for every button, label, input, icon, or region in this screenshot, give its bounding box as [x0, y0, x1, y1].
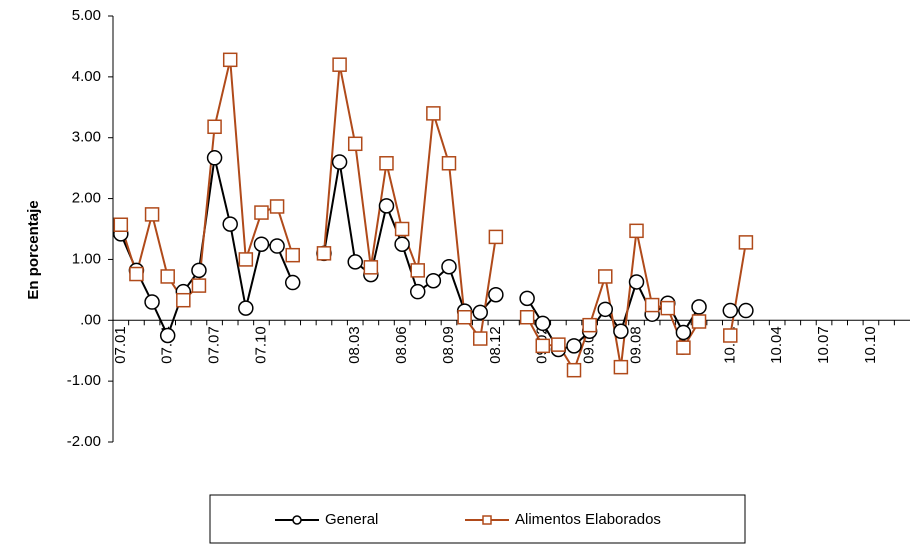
- point: [628, 274, 645, 290]
- point: [660, 300, 676, 316]
- point: [566, 362, 582, 378]
- y-tick-label: -1.00: [67, 372, 101, 389]
- x-tick-label: 08.09: [440, 326, 457, 364]
- point: [519, 290, 535, 307]
- point: [394, 221, 410, 237]
- x-tick-label: 10.07: [815, 326, 832, 364]
- point: [488, 229, 504, 245]
- point: [254, 205, 269, 220]
- point: [191, 278, 207, 293]
- point: [566, 338, 582, 354]
- point: [191, 262, 207, 279]
- point: [331, 154, 348, 170]
- point: [160, 269, 175, 284]
- point: [144, 207, 160, 222]
- point: [598, 269, 613, 284]
- point: [613, 359, 629, 375]
- point: [691, 314, 707, 329]
- point: [551, 337, 566, 352]
- point: [441, 258, 457, 275]
- point: [457, 309, 472, 325]
- point: [113, 217, 129, 232]
- y-tick-label: 5.00: [72, 7, 101, 24]
- point: [363, 260, 379, 275]
- point: [159, 327, 176, 344]
- point: [378, 198, 395, 214]
- x-tick-label: 09.08: [627, 326, 644, 364]
- point: [472, 304, 488, 321]
- x-tick-label: 10.10: [862, 326, 879, 364]
- point: [394, 236, 410, 252]
- point: [379, 156, 394, 171]
- point: [269, 238, 285, 254]
- x-tick-label: 08.06: [393, 326, 410, 364]
- legend-marker: [292, 515, 302, 525]
- point: [332, 57, 347, 72]
- point: [269, 199, 285, 214]
- point: [519, 309, 535, 325]
- legend-marker: [482, 515, 492, 525]
- point: [176, 292, 191, 308]
- point: [347, 254, 363, 270]
- point: [253, 236, 270, 252]
- point: [722, 302, 739, 319]
- point: [644, 297, 660, 313]
- point: [535, 338, 551, 354]
- point: [144, 294, 160, 310]
- y-tick-label: 4.00: [72, 68, 101, 85]
- y-axis-label: En porcentaje: [25, 200, 42, 299]
- point: [129, 266, 144, 282]
- legend-label: General: [325, 511, 378, 528]
- point: [597, 301, 614, 318]
- point: [535, 315, 551, 332]
- point: [222, 52, 238, 68]
- point: [738, 235, 754, 250]
- x-tick-label: 07.01: [112, 326, 129, 364]
- point: [691, 299, 707, 315]
- y-tick-label: 2.00: [72, 190, 101, 207]
- x-tick-label: 08.03: [346, 326, 363, 364]
- x-tick-label: 07.07: [206, 326, 223, 364]
- x-tick-label: 07.10: [252, 326, 269, 364]
- point: [488, 286, 504, 303]
- point: [284, 274, 301, 291]
- point: [472, 331, 488, 346]
- point: [723, 328, 738, 343]
- legend-label: Alimentos Elaborados: [515, 511, 661, 528]
- point: [629, 223, 644, 239]
- y-tick-label: 1.00: [72, 250, 101, 267]
- series-line: [119, 59, 747, 373]
- point: [676, 340, 691, 355]
- point: [238, 300, 254, 316]
- point: [426, 106, 441, 121]
- x-tick-label: 08.12: [487, 326, 504, 364]
- point: [441, 156, 457, 171]
- y-tick-label: .00: [80, 311, 101, 328]
- point: [222, 216, 238, 232]
- point: [410, 263, 425, 278]
- point: [285, 247, 300, 263]
- point: [613, 323, 629, 339]
- y-tick-label: -2.00: [67, 433, 101, 450]
- point: [738, 302, 754, 319]
- point: [238, 252, 254, 267]
- y-tick-label: 3.00: [72, 129, 101, 146]
- point: [206, 150, 223, 166]
- point: [409, 283, 426, 300]
- point: [582, 317, 597, 333]
- point: [425, 272, 442, 289]
- point: [347, 136, 363, 152]
- point: [207, 119, 222, 135]
- point: [675, 324, 692, 341]
- point: [316, 246, 332, 261]
- x-tick-label: 10.04: [768, 326, 785, 364]
